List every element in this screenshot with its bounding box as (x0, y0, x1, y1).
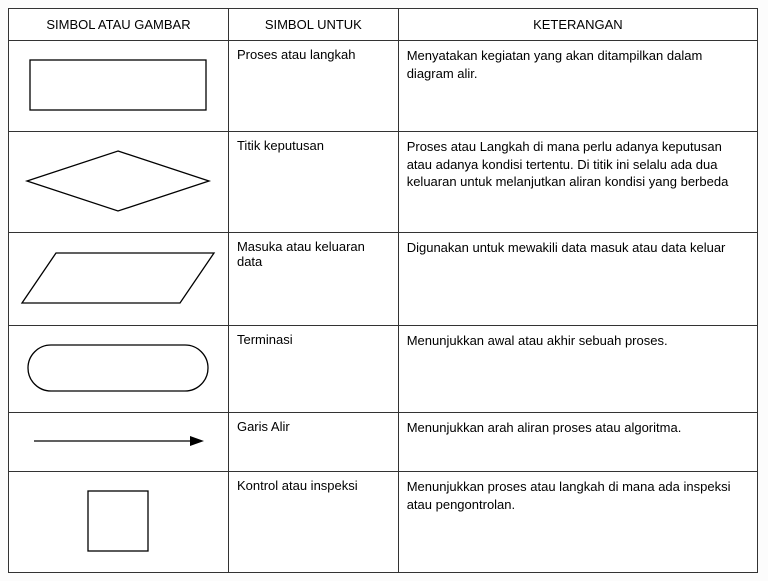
table-row: Kontrol atau inspeksi Menunjukkan proses… (9, 472, 758, 573)
desc-cell: Menyatakan kegiatan yang akan ditampilka… (398, 41, 757, 132)
table-header-row: SIMBOL ATAU GAMBAR SIMBOL UNTUK KETERANG… (9, 9, 758, 41)
header-desc: KETERANGAN (398, 9, 757, 41)
symbol-cell (9, 326, 229, 413)
header-for: SIMBOL UNTUK (228, 9, 398, 41)
desc-cell: Menunjukkan awal atau akhir sebuah prose… (398, 326, 757, 413)
for-cell: Garis Alir (228, 413, 398, 472)
flowline-arrow-icon (28, 429, 208, 453)
symbol-cell (9, 472, 229, 573)
for-cell: Titik keputusan (228, 132, 398, 233)
symbol-cell (9, 132, 229, 233)
for-cell: Terminasi (228, 326, 398, 413)
decision-diamond-icon (23, 148, 213, 214)
desc-cell: Menunjukkan proses atau langkah di mana … (398, 472, 757, 573)
header-symbol: SIMBOL ATAU GAMBAR (9, 9, 229, 41)
for-cell: Proses atau langkah (228, 41, 398, 132)
desc-cell: Proses atau Langkah di mana perlu adanya… (398, 132, 757, 233)
terminator-stadium-icon (25, 342, 211, 394)
inspection-square-icon (85, 488, 151, 554)
table-row: Masuka atau keluaran data Digunakan untu… (9, 233, 758, 326)
symbol-cell (9, 413, 229, 472)
table-row: Garis Alir Menunjukkan arah aliran prose… (9, 413, 758, 472)
table-row: Terminasi Menunjukkan awal atau akhir se… (9, 326, 758, 413)
for-cell: Masuka atau keluaran data (228, 233, 398, 326)
for-cell: Kontrol atau inspeksi (228, 472, 398, 573)
io-parallelogram-icon (18, 249, 218, 307)
desc-cell: Digunakan untuk mewakili data masuk atau… (398, 233, 757, 326)
process-rectangle-icon (28, 57, 208, 113)
symbol-cell (9, 233, 229, 326)
flowchart-symbols-table: SIMBOL ATAU GAMBAR SIMBOL UNTUK KETERANG… (8, 8, 758, 573)
table-row: Proses atau langkah Menyatakan kegiatan … (9, 41, 758, 132)
symbol-cell (9, 41, 229, 132)
table-row: Titik keputusan Proses atau Langkah di m… (9, 132, 758, 233)
desc-cell: Menunjukkan arah aliran proses atau algo… (398, 413, 757, 472)
